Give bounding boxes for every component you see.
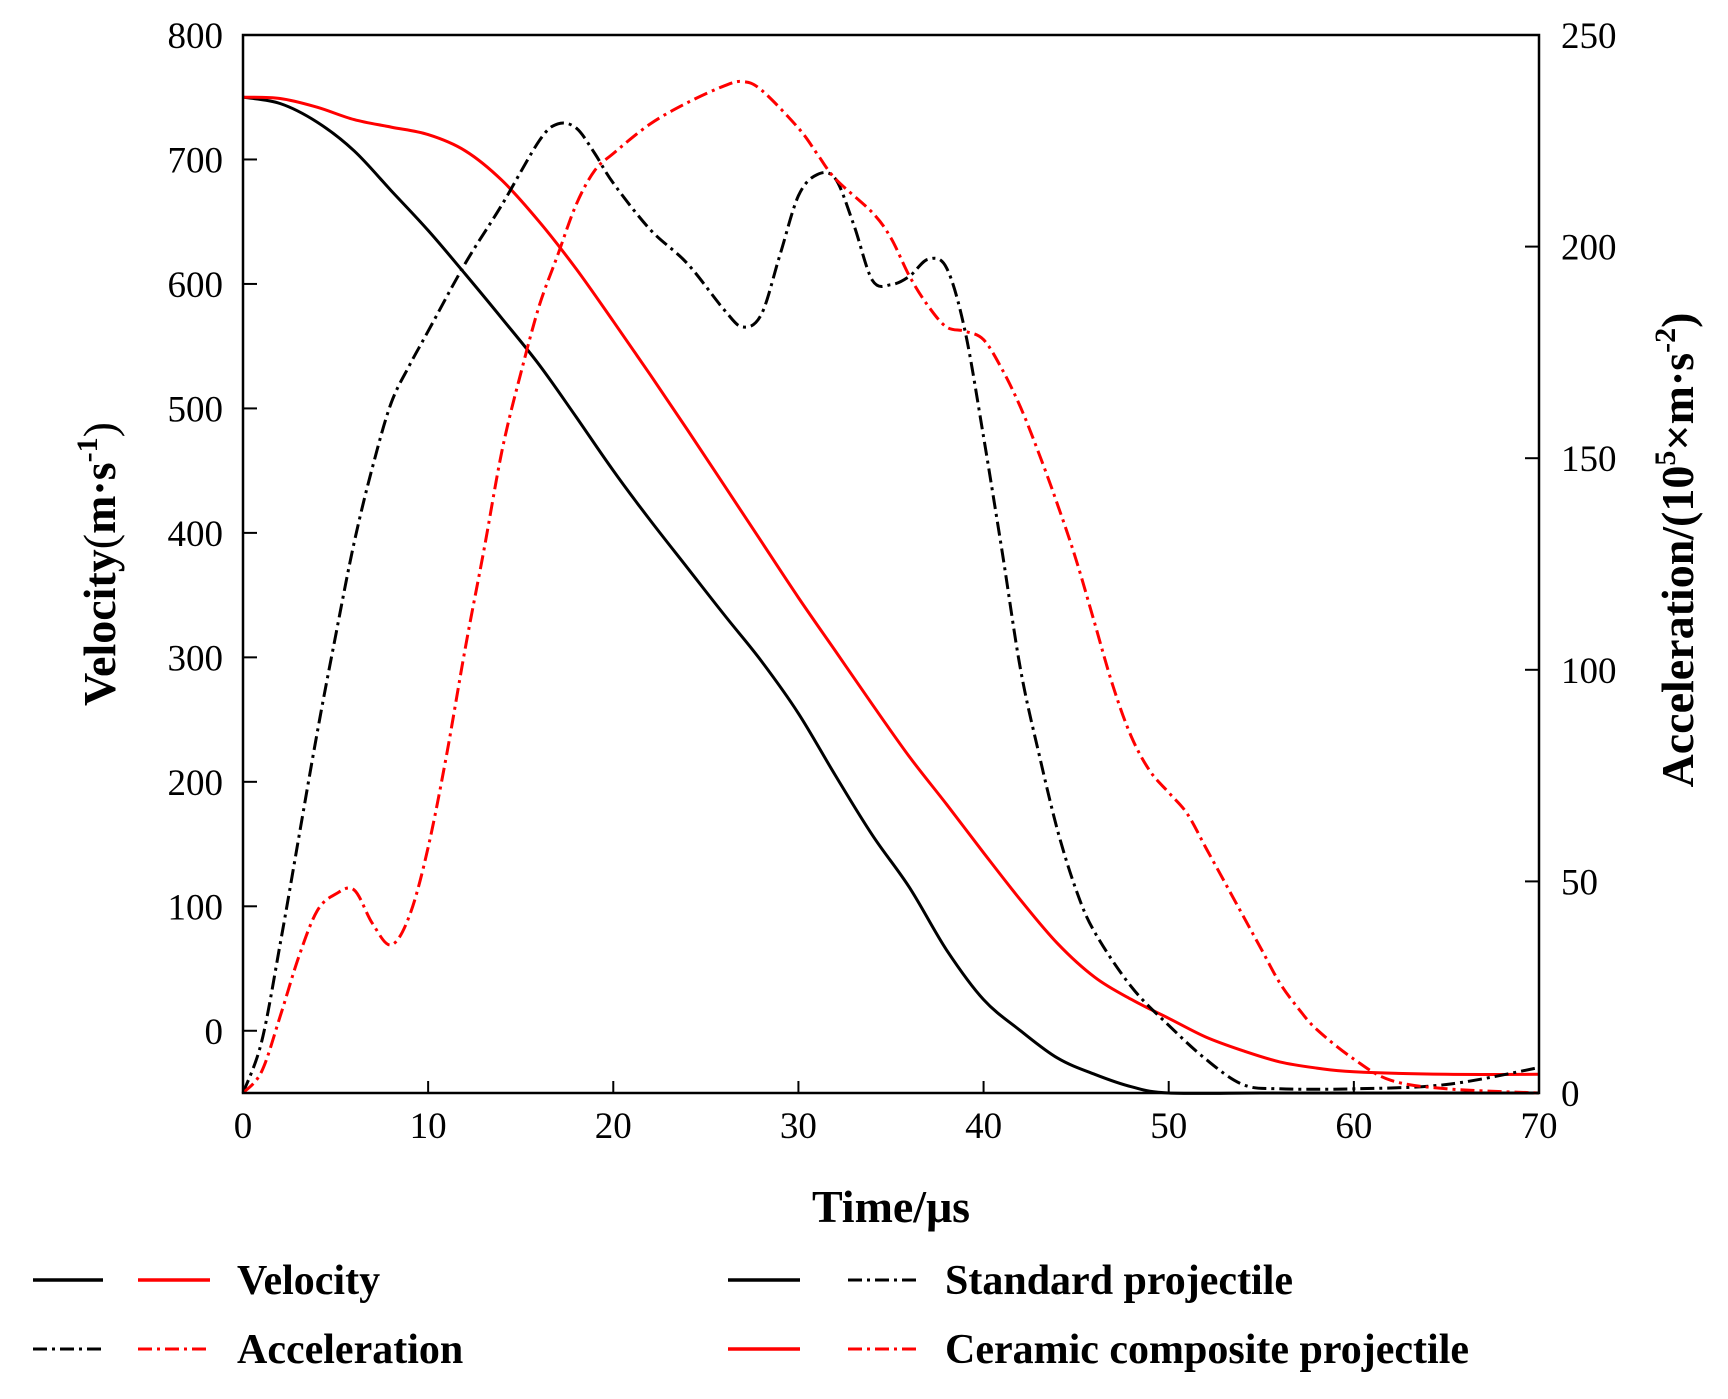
y-axis-left-title: Velocity(m·s-1) [71, 422, 125, 706]
y-right-title-mid: ×m·s [1652, 353, 1703, 451]
y-right-title-sup2: -2 [1649, 328, 1682, 353]
y-left-tick-label: 700 [168, 140, 224, 181]
x-tick-label: 20 [595, 1106, 632, 1147]
plot-frame [241, 33, 1541, 1095]
legend-label-ceramic-projectile: Ceramic composite projectile [945, 1327, 1469, 1373]
ticks-layer: 0 10 20 30 40 50 60 708007006005004003002001000… [168, 16, 1617, 1147]
y-axis-right-title: Acceleration/(105×m·s-2) [1649, 313, 1703, 788]
y-right-title-suffix: ) [1652, 313, 1703, 328]
x-tick-label: 30 [780, 1106, 817, 1147]
y-left-tick-label: 200 [168, 763, 224, 804]
y-left-title-prefix: Velocity [74, 549, 125, 706]
y-left-title-paren-close: ) [74, 422, 125, 437]
legend-label-velocity: Velocity [237, 1258, 380, 1304]
series-line-ceramic-composite-projectile-velocity [242, 95, 1540, 1076]
series-layer [241, 79, 1540, 1095]
legend-label-acceleration: Acceleration [237, 1327, 463, 1373]
y-right-title-sup1: 5 [1649, 451, 1682, 466]
y-left-tick-label: 400 [168, 514, 224, 555]
x-tick-label: 70 [1521, 1106, 1558, 1147]
x-tick-label: 60 [1335, 1106, 1372, 1147]
x-tick-label: 50 [1150, 1106, 1187, 1147]
y-left-tick-label: 500 [168, 389, 224, 430]
y-left-title-paren-open: ( [74, 534, 125, 549]
y-left-tick-label: 300 [168, 638, 224, 679]
y-left-tick-label: 100 [168, 887, 224, 928]
y-left-tick-label: 0 [205, 1012, 224, 1053]
y-right-tick-label: 150 [1561, 439, 1617, 480]
legend: Velocity Acceleration Standard projectil… [33, 1258, 1469, 1373]
x-axis-title: Time/μs [812, 1181, 970, 1232]
y-right-tick-label: 100 [1561, 651, 1617, 692]
y-left-tick-label: 800 [168, 16, 224, 57]
series-line-ceramic-composite-projectile-acceleration [241, 79, 1540, 1095]
series-line-standard-projectile-velocity [242, 95, 1539, 1095]
legend-label-standard-projectile: Standard projectile [945, 1258, 1293, 1304]
y-left-tick-label: 600 [168, 265, 224, 306]
x-tick-label: 40 [965, 1106, 1002, 1147]
y-left-title-sup: -1 [71, 437, 104, 462]
y-left-title-unit: m·s [74, 462, 125, 534]
x-tick-label: 0 [234, 1106, 253, 1147]
series-line-standard-projectile-acceleration [241, 121, 1540, 1094]
y-right-tick-label: 0 [1561, 1074, 1580, 1115]
y-right-tick-label: 200 [1561, 228, 1617, 269]
y-right-tick-label: 250 [1561, 16, 1617, 57]
x-tick-label: 10 [410, 1106, 447, 1147]
y-right-tick-label: 50 [1561, 862, 1598, 903]
y-right-title-prefix: Acceleration/(10 [1652, 466, 1703, 788]
